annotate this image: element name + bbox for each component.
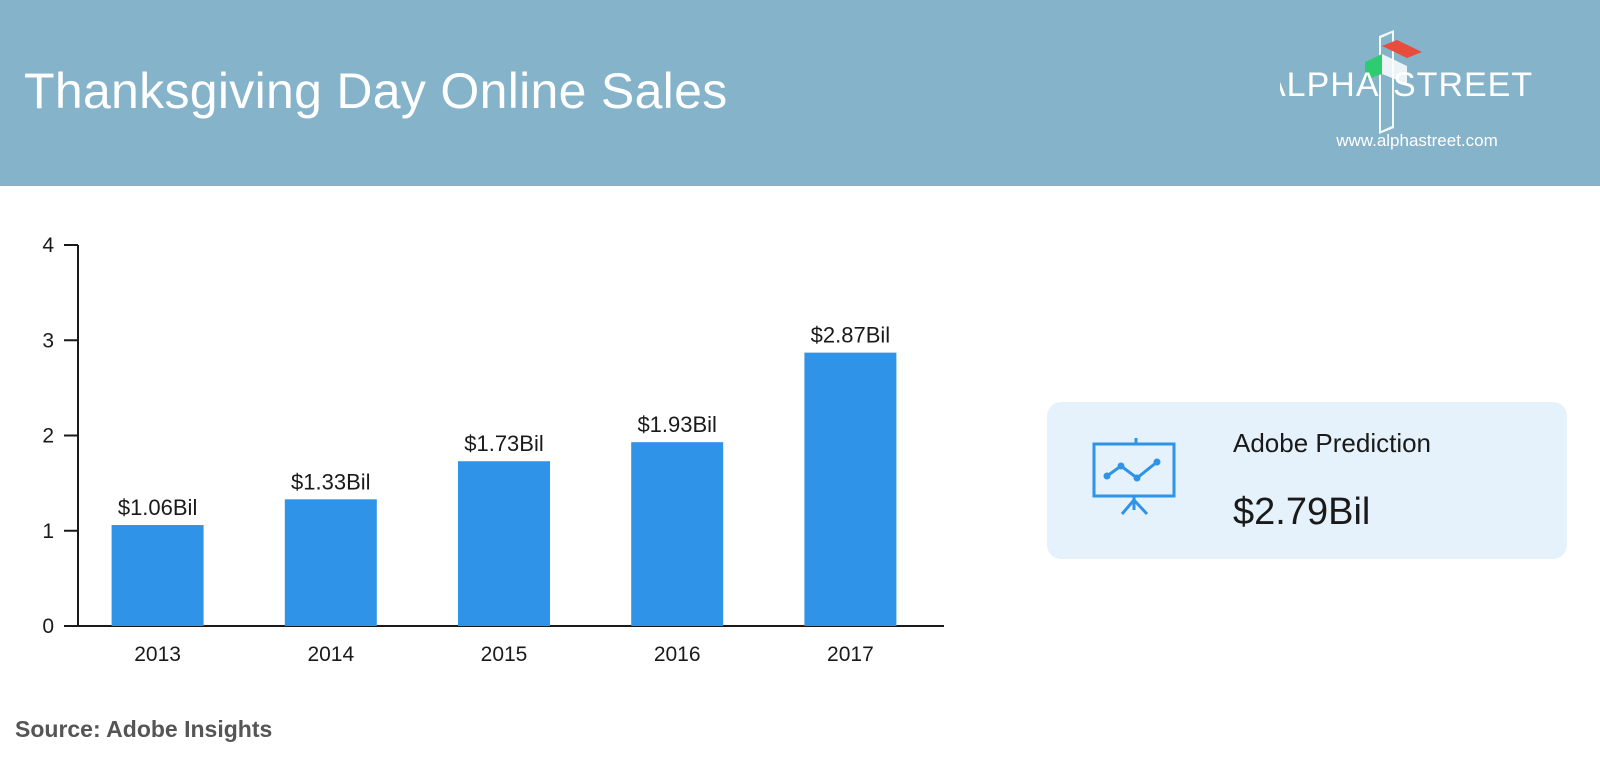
y-tick-label: 0 (42, 615, 54, 638)
bar-2015[interactable] (458, 461, 550, 626)
data-label-2013: $1.06Bil (118, 495, 198, 520)
x-tick-label: 2015 (481, 643, 528, 666)
prediction-label: Adobe Prediction (1233, 428, 1432, 458)
alphastreet-logo: ALPHA STREET (1280, 30, 1533, 134)
bar-chart-svg: 0 1 2 3 4 2013 2014 2015 2016 2017 $1.06Bil $1.33… (42, 234, 944, 666)
bars-group (111, 352, 897, 626)
bar-2016[interactable] (631, 442, 724, 626)
y-tick-label: 3 (42, 329, 54, 352)
bar-2014[interactable] (284, 499, 377, 626)
x-tick-label: 2016 (654, 643, 701, 666)
brand-url[interactable]: www.alphastreet.com (1336, 131, 1498, 150)
data-labels-group: $1.06Bil $1.33Bil $1.73Bil $1.93Bil $2.87Bil (118, 323, 890, 520)
x-axis: 2013 2014 2015 2016 2017 (64, 625, 944, 666)
x-tick-label: 2013 (134, 643, 181, 666)
data-label-2016: $1.93Bil (637, 412, 717, 437)
data-label-2017: $2.87Bil (811, 323, 891, 348)
page-title: Thanksgiving Day Online Sales (24, 63, 728, 119)
bar-chart: 0 1 2 3 4 2013 2014 2015 2016 2017 $1.06Bil $1.33… (0, 200, 960, 675)
source-note: Source: Adobe Insights (15, 716, 273, 742)
x-tick-label: 2017 (827, 643, 874, 666)
prediction-card: Adobe Prediction $2.79Bil (1047, 402, 1567, 559)
prediction-value: $2.79Bil (1233, 491, 1371, 533)
presentation-chart-icon (1092, 438, 1176, 516)
x-tick-label: 2014 (307, 643, 354, 666)
y-axis: 0 1 2 3 4 (42, 234, 79, 638)
logo-text-alpha: ALPHA (1280, 66, 1380, 104)
bar-2013[interactable] (111, 525, 204, 626)
y-tick-label: 4 (42, 234, 54, 257)
y-tick-label: 2 (42, 425, 54, 448)
y-tick-label: 1 (42, 520, 54, 543)
data-label-2015: $1.73Bil (464, 431, 544, 456)
data-label-2014: $1.33Bil (291, 469, 371, 494)
logo-text-street: STREET (1393, 66, 1533, 104)
header-banner: Thanksgiving Day Online Sales ALPHA STRE… (0, 0, 1600, 186)
bar-2017[interactable] (804, 352, 897, 626)
